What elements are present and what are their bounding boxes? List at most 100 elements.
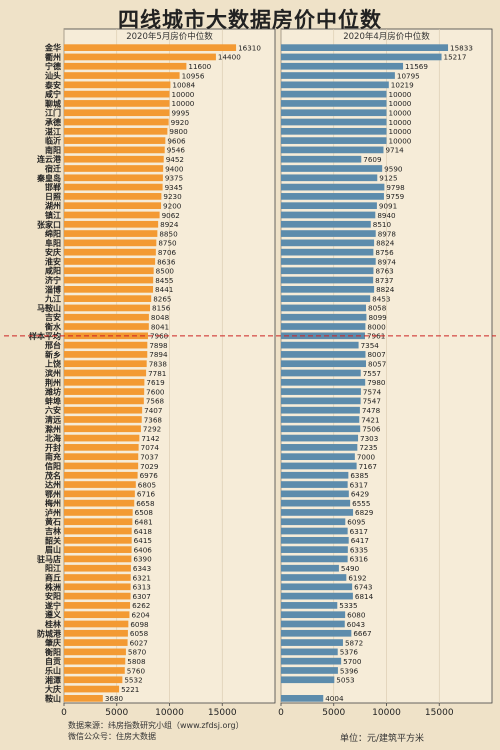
may-bar xyxy=(64,555,132,563)
april-value-label: 7303 xyxy=(360,434,378,443)
category-label: 连云港 xyxy=(37,154,62,164)
april-value-label: 4004 xyxy=(325,694,344,703)
may-value-label: 6508 xyxy=(135,508,154,517)
april-bar xyxy=(281,62,404,70)
category-label: 蚌埠 xyxy=(45,396,61,406)
category-label: 湛江 xyxy=(45,126,61,136)
may-bar xyxy=(64,351,148,358)
may-bar xyxy=(64,518,133,526)
may-bar xyxy=(64,72,180,79)
may-tick-label: 10000 xyxy=(155,708,184,718)
may-bar xyxy=(64,453,139,461)
category-label: 梅州 xyxy=(45,498,61,508)
category-label: 吉林 xyxy=(45,526,61,536)
category-label: 宿迁 xyxy=(45,163,61,173)
april-bar xyxy=(281,490,349,498)
may-bar xyxy=(64,536,132,544)
category-label: 茂名 xyxy=(45,470,61,480)
april-value-label: 5396 xyxy=(340,666,359,675)
may-value-label: 8750 xyxy=(158,239,177,248)
april-value-label: 5053 xyxy=(336,676,354,685)
april-bar xyxy=(281,146,384,154)
april-bar xyxy=(281,564,339,572)
category-label: 吉安 xyxy=(45,312,61,322)
april-bar xyxy=(281,527,348,535)
may-value-label: 8706 xyxy=(158,248,177,257)
may-value-label: 6027 xyxy=(130,638,148,647)
unit-text: 单位：元/建筑平方米 xyxy=(340,734,425,744)
april-value-label: 6317 xyxy=(350,527,368,536)
may-bar xyxy=(64,574,131,581)
april-value-label: 10000 xyxy=(389,99,412,108)
may-bar xyxy=(64,258,156,265)
april-value-label: 5872 xyxy=(345,638,363,647)
may-bar xyxy=(64,53,216,61)
april-value-label: 5376 xyxy=(340,648,359,657)
wechat-text: 微信公众号：住房大数据 xyxy=(68,732,156,741)
may-bar xyxy=(64,499,135,507)
may-value-label: 6343 xyxy=(133,564,151,573)
may-bar xyxy=(64,406,143,414)
category-label: 遂宁 xyxy=(45,600,61,610)
may-bar xyxy=(64,285,154,293)
may-value-label: 9375 xyxy=(165,174,183,183)
may-tick-label: 0 xyxy=(61,708,67,718)
may-bar xyxy=(64,620,129,628)
may-bar xyxy=(64,676,123,684)
april-bar xyxy=(281,341,359,349)
may-value-label: 8265 xyxy=(153,294,171,303)
category-label: 江门 xyxy=(45,108,61,118)
april-bar xyxy=(281,602,338,609)
april-tick-label: 0 xyxy=(278,708,284,718)
may-value-label: 8500 xyxy=(156,267,175,276)
category-label: 宁德 xyxy=(45,61,61,71)
may-value-label: 7619 xyxy=(146,378,165,387)
may-value-label: 14400 xyxy=(218,53,241,62)
may-value-label: 6313 xyxy=(133,583,151,592)
may-value-label: 8455 xyxy=(155,276,173,285)
may-value-label: 8441 xyxy=(155,285,173,294)
april-value-label: 9714 xyxy=(385,146,404,155)
april-bar xyxy=(281,620,345,628)
may-bar xyxy=(64,667,125,674)
may-tick-label: 5000 xyxy=(105,708,128,718)
category-label: 防城港 xyxy=(37,628,62,638)
category-label: 淮安 xyxy=(45,256,61,266)
april-value-label: 10795 xyxy=(397,71,420,80)
april-value-label: 6555 xyxy=(352,499,370,508)
may-value-label: 7368 xyxy=(144,415,163,424)
may-bar xyxy=(64,323,149,330)
april-value-label: 6043 xyxy=(347,620,365,629)
april-value-label: 8510 xyxy=(373,220,392,229)
april-bar xyxy=(281,72,395,79)
category-label: 新乡 xyxy=(45,349,61,359)
category-label: 安阳 xyxy=(45,591,61,601)
may-bar xyxy=(64,564,131,572)
may-value-label: 6976 xyxy=(140,471,159,480)
april-bar xyxy=(281,90,387,98)
may-bar xyxy=(64,657,126,665)
category-label: 咸阳 xyxy=(45,266,61,276)
may-bar xyxy=(64,276,154,284)
april-value-label: 7000 xyxy=(357,452,376,461)
april-value-label: 7506 xyxy=(362,425,381,434)
april-bar xyxy=(281,81,389,89)
april-bar xyxy=(281,611,346,619)
april-bar xyxy=(281,471,349,479)
may-bar xyxy=(64,369,147,377)
april-bar xyxy=(281,193,384,200)
april-value-label: 6743 xyxy=(354,583,372,592)
april-bar xyxy=(281,444,358,451)
may-value-label: 9062 xyxy=(162,211,180,220)
april-value-label: 7167 xyxy=(359,462,377,471)
may-bar xyxy=(64,648,126,656)
april-value-label: 10000 xyxy=(389,127,412,136)
category-label: 黄石 xyxy=(45,517,61,527)
may-value-label: 9200 xyxy=(163,201,182,210)
april-bar xyxy=(281,211,376,219)
category-label: 开封 xyxy=(45,442,61,452)
april-value-label: 9125 xyxy=(379,174,397,183)
may-bar xyxy=(64,592,131,600)
may-value-label: 5808 xyxy=(127,657,146,666)
